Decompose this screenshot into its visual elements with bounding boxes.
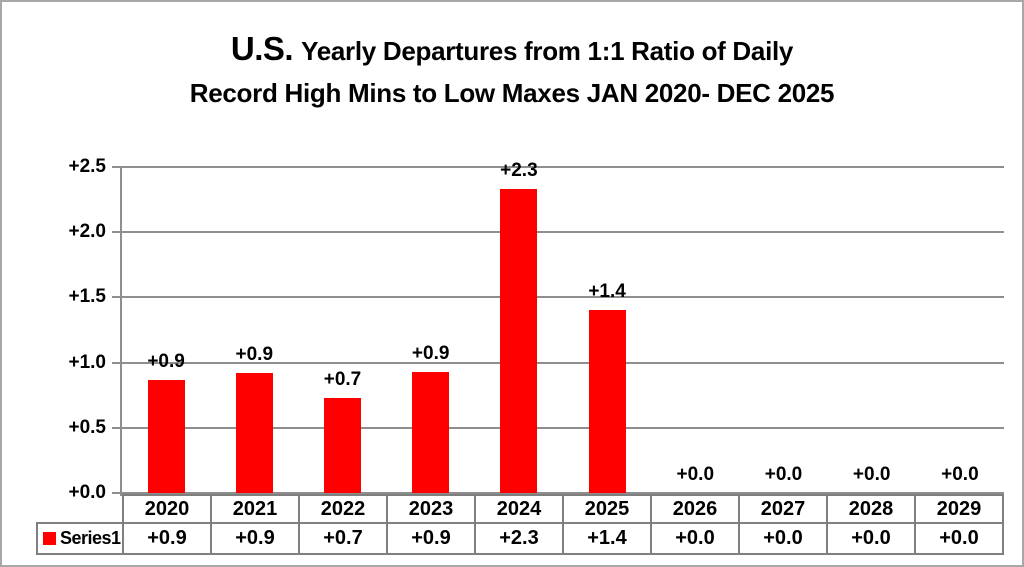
chart-title: U.S. Yearly Departures from 1:1 Ratio of … [2, 28, 1022, 114]
y-axis-label: +1.5 [68, 286, 106, 308]
plot-area: +0.9 +0.9 +0.7 +0.9 +2.3 +1.4 +0.0 +0.0 +0.0 +0.0 [122, 161, 1004, 494]
bar-2024 [500, 189, 538, 493]
year-cell-2026: 2026 [650, 496, 738, 522]
gridline-+1.0 [122, 361, 1004, 364]
value-cell-2020: +0.9 [147, 527, 187, 549]
gridline-+1.5 [122, 296, 1004, 299]
table-years-row: 2020 2021 2022 2023 2024 2025 2026 2027 2028 2029 [122, 494, 1004, 524]
year-cell-2021: 2021 [210, 496, 298, 522]
y-axis-label: +2.0 [68, 221, 106, 243]
table-values-row: +0.9 +0.9 +0.7 +0.9 +2.3 +1.4 +0.0 +0.0 +0.0 +0.0 [122, 522, 1004, 555]
data-label-2026: +0.0 [676, 464, 715, 485]
value-cell-2021: +0.9 [210, 524, 298, 553]
y-axis-label: +0.5 [68, 416, 106, 438]
data-label-2021: +0.9 [235, 344, 274, 365]
y-axis-tick [112, 492, 122, 494]
bar-2020 [147, 380, 185, 493]
bar-2022 [324, 398, 361, 493]
bar-2023 [412, 372, 450, 493]
chart-title-line1-text: Yearly Departures from 1:1 Ratio of Dail… [301, 36, 794, 66]
year-cell-2025: 2025 [562, 496, 650, 522]
data-label-2027: +0.0 [764, 464, 803, 485]
gridline-+2.0 [122, 231, 1004, 234]
y-axis-tick [112, 426, 122, 429]
y-axis-label: +1.0 [68, 351, 106, 373]
bar-2021 [235, 373, 273, 493]
legend-series-label: Series1 [60, 528, 121, 548]
data-label-2029: +0.0 [941, 464, 979, 485]
gridline-+0.0 [122, 492, 1004, 494]
data-label-2022: +0.7 [323, 369, 362, 390]
value-cell-2023: +0.9 [386, 524, 474, 553]
year-cell-2028: 2028 [826, 496, 914, 522]
year-cell-2020: 2020 [144, 497, 190, 520]
series-swatch-icon [43, 532, 56, 545]
year-cell-2027: 2027 [738, 496, 826, 522]
year-cell-2024: 2024 [474, 496, 562, 522]
data-label-2028: +0.0 [852, 464, 891, 485]
y-axis-tick [112, 296, 122, 299]
value-cell-2029: +0.0 [914, 524, 1002, 553]
value-cell-2025: +1.4 [562, 524, 650, 553]
value-cell-2026: +0.0 [650, 524, 738, 553]
chart-title-line1: U.S. Yearly Departures from 1:1 Ratio of … [2, 28, 1022, 72]
value-cell-2024: +2.3 [474, 524, 562, 553]
data-label-2024: +2.3 [500, 160, 538, 181]
year-cell-2029: 2029 [914, 496, 1002, 522]
data-label-2025: +1.4 [588, 281, 626, 302]
year-cell-2022: 2022 [298, 496, 386, 522]
y-axis-tick [112, 231, 122, 234]
chart-title-prefix: U.S. [230, 30, 294, 67]
y-axis-tick [112, 166, 122, 168]
year-cell-2023: 2023 [386, 496, 474, 522]
y-axis-label: +0.0 [68, 482, 106, 503]
y-axis-tick [112, 361, 122, 364]
gridline-+2.5 [122, 166, 1004, 168]
legend-cell: Series1 [36, 522, 124, 555]
y-axis-label: +2.5 [68, 156, 106, 177]
value-cell-2022: +0.7 [298, 524, 386, 553]
value-cell-2027: +0.0 [738, 524, 826, 553]
bar-2025 [588, 310, 626, 493]
gridline-+0.5 [122, 426, 1004, 429]
y-axis-line [120, 167, 122, 496]
value-cell-2028: +0.0 [826, 524, 914, 553]
data-label-2020: +0.9 [147, 351, 185, 372]
data-label-2023: +0.9 [411, 343, 450, 364]
chart-title-line2: Record High Mins to Low Maxes JAN 2020- … [189, 78, 835, 108]
